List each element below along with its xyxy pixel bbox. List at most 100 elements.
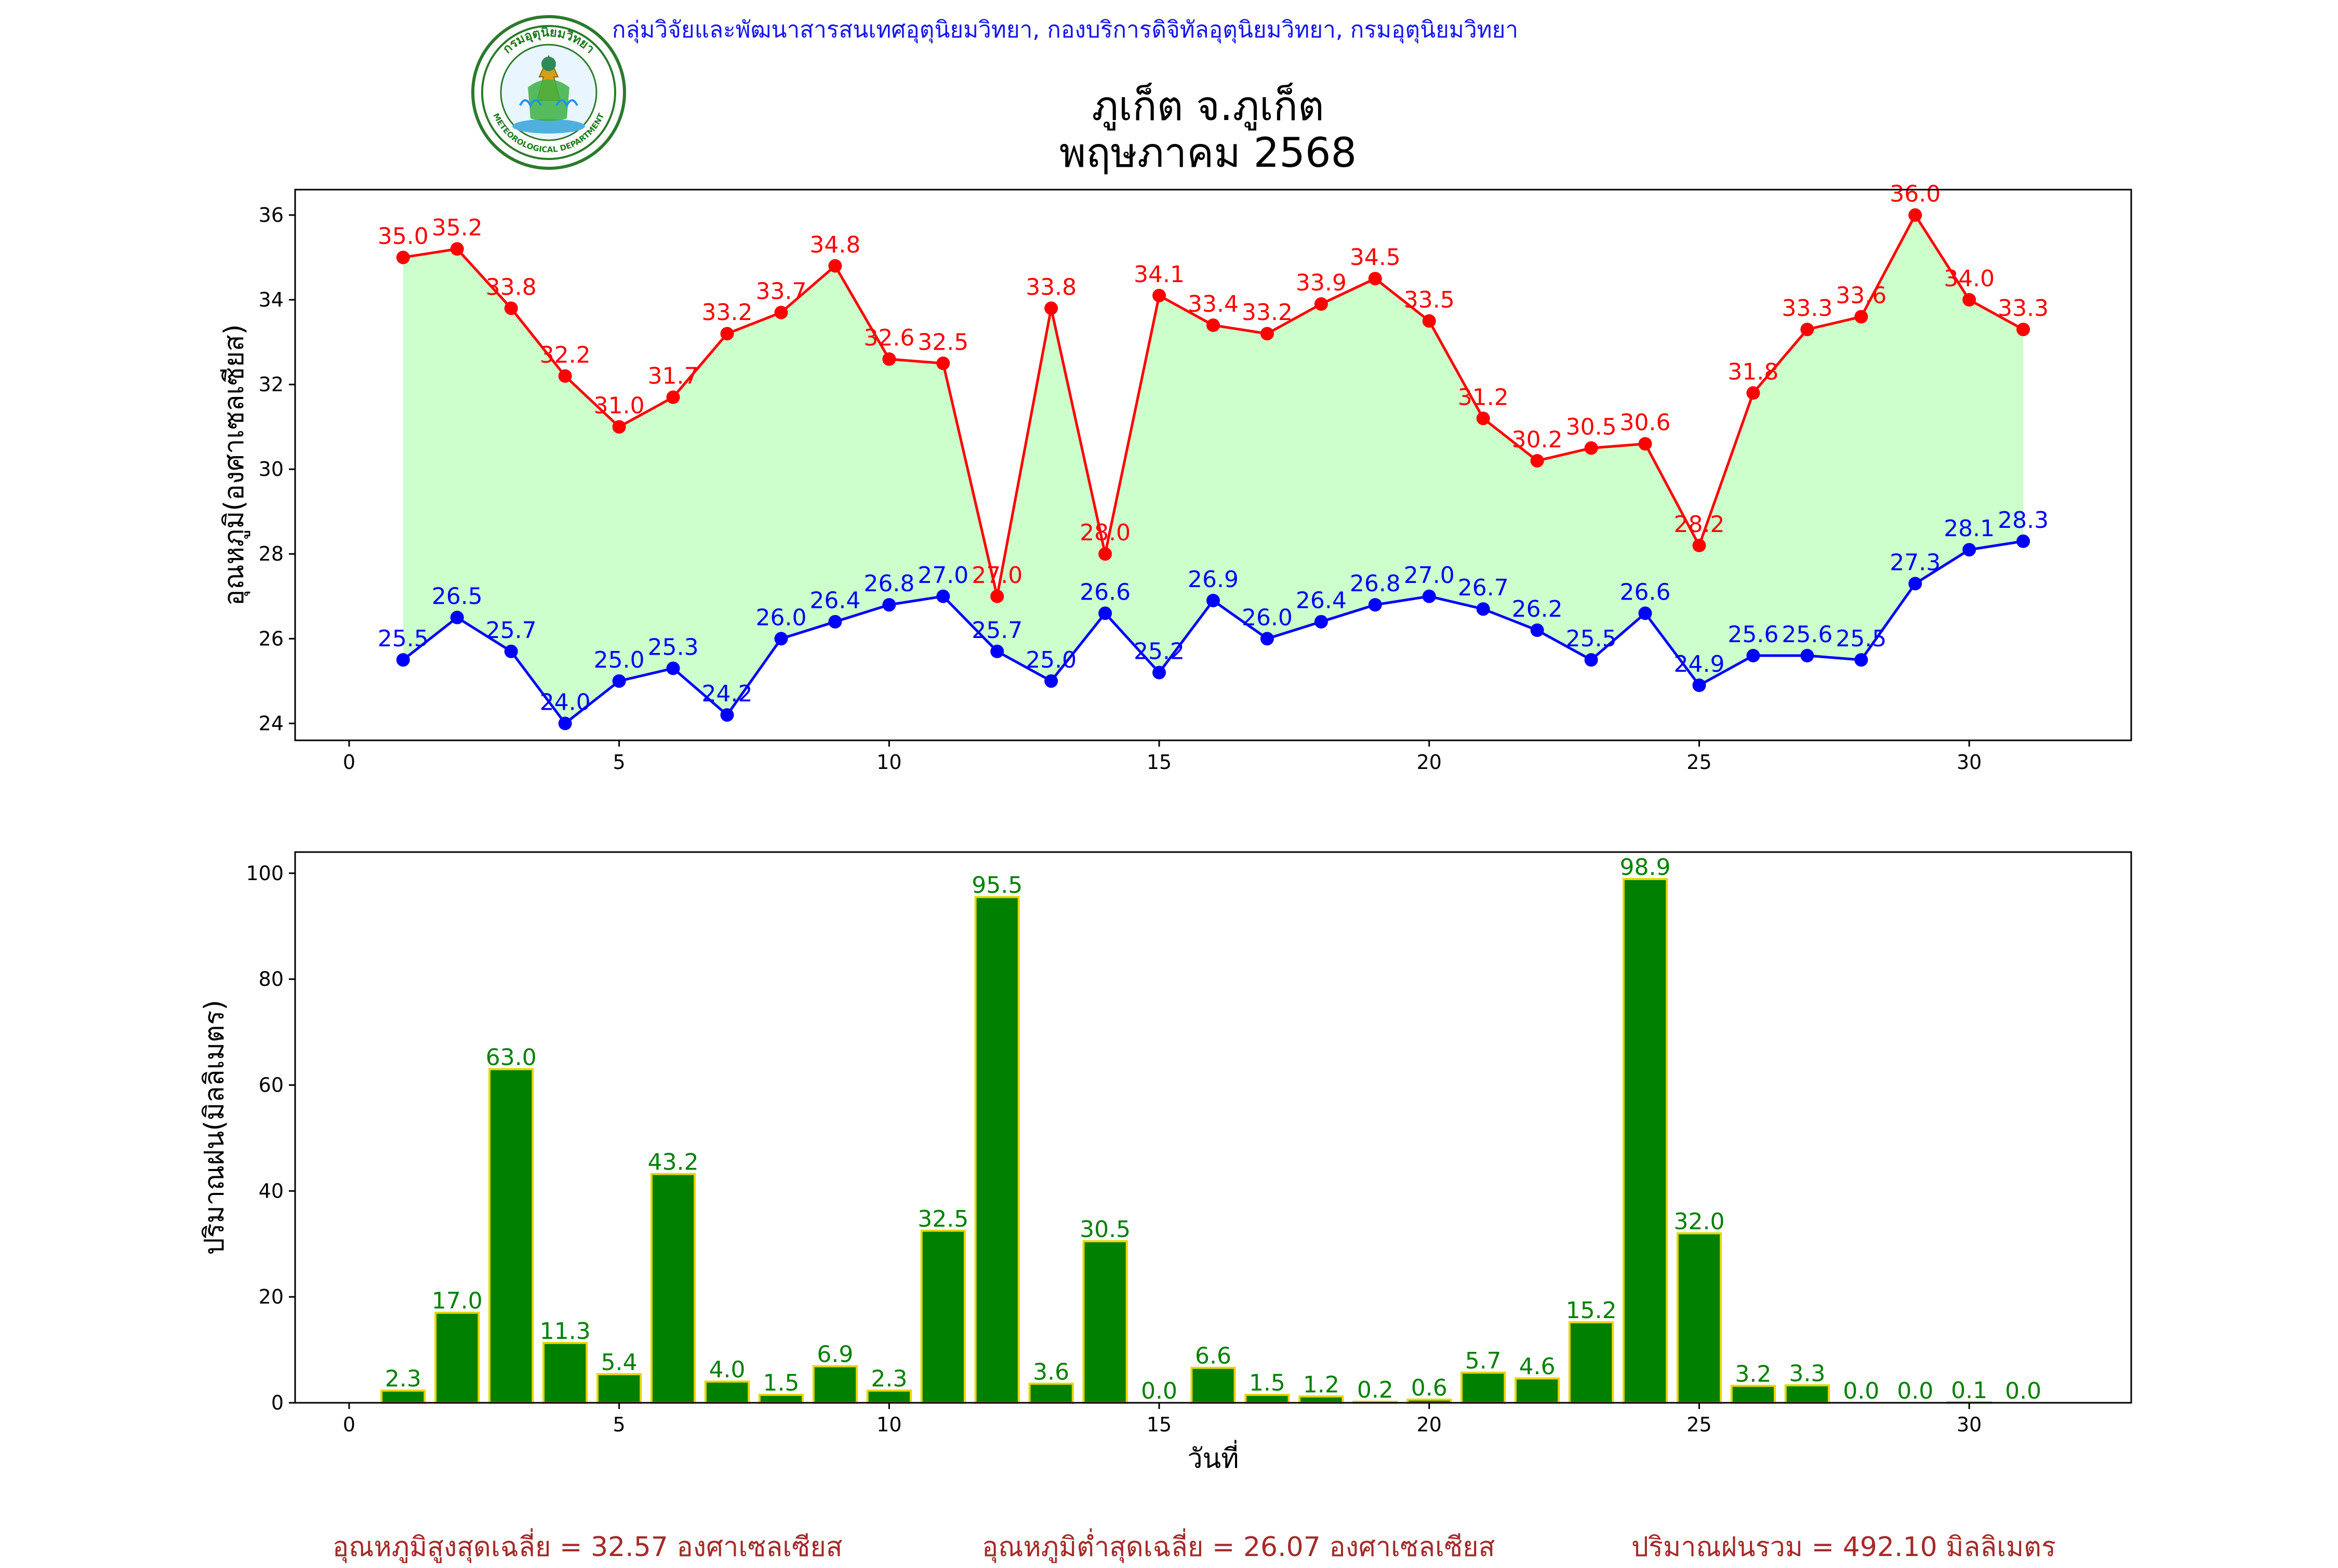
rainfall-axes: 0 20 40 60 80 100 0 5 10 15 20 25 30 [246, 862, 1982, 1436]
min-temperature-label: 25.7 [972, 617, 1022, 644]
min-temperature-point [1206, 593, 1220, 607]
max-temperature-label: 35.0 [378, 223, 429, 249]
min-temperature-label: 24.0 [540, 689, 591, 715]
y-tick-label: 100 [246, 862, 284, 885]
max-temperature-point [2016, 323, 2030, 337]
x-tick-label: 10 [876, 1413, 901, 1436]
min-temperature-label: 25.5 [378, 626, 429, 652]
rainfall-y-axis-label: ปริมาณฝน(มิลลิเมตร) [199, 1000, 230, 1255]
rainfall-bar [434, 1311, 480, 1404]
min-temperature-label: 26.6 [1620, 579, 1671, 605]
min-temperature-label: 26.5 [432, 583, 483, 610]
min-temperature-label: 25.0 [594, 647, 645, 673]
min-temperature-point [1692, 679, 1706, 692]
min-temperature-label: 26.4 [1296, 588, 1347, 614]
rainfall-bar [866, 1389, 912, 1404]
rainfall-bar [1082, 1240, 1128, 1404]
rainfall-label: 3.3 [1789, 1360, 1825, 1387]
min-temperature-label: 24.9 [1673, 651, 1724, 677]
rainfall-label: 0.0 [2005, 1378, 2041, 1404]
min-temperature-point [1638, 606, 1652, 620]
rainfall-label: 4.6 [1519, 1353, 1556, 1380]
rainfall-label: 17.0 [432, 1288, 483, 1314]
max-temperature-point [990, 589, 1004, 603]
max-temperature-label: 32.5 [918, 329, 968, 355]
min-temperature-label: 25.2 [1134, 639, 1185, 665]
max-temperature-label: 30.5 [1566, 414, 1617, 440]
min-temperature-label: 24.2 [702, 681, 753, 707]
rainfall-data-labels: 2.3 17.0 63.0 11.3 5.4 43.2 4.0 1.5 6.9 2.3 32.5 95… [385, 854, 2041, 1404]
max-temperature-label: 33.2 [1242, 299, 1293, 326]
max-temperature-label: 33.7 [755, 278, 806, 304]
rainfall-plot-frame [294, 851, 2132, 1404]
max-temperature-label: 34.5 [1350, 244, 1401, 271]
min-temperature-label: 26.4 [809, 588, 860, 614]
y-tick-label: 34 [259, 288, 284, 311]
max-temperature-point [1530, 454, 1544, 468]
max-temperature-point [882, 352, 896, 366]
max-temperature-label: 32.6 [864, 325, 914, 351]
min-temperature-label: 27.0 [1404, 562, 1455, 589]
y-tick-label: 28 [259, 542, 284, 565]
min-temperature-label: 27.0 [918, 562, 968, 589]
rainfall-label: 32.0 [1673, 1208, 1724, 1235]
min-temperature-label: 26.2 [1512, 596, 1563, 622]
temperature-data-labels: 35.0 35.233.832.231.031.733.233.734.832.6… [378, 181, 2049, 715]
max-temperature-label: 33.5 [1404, 287, 1455, 313]
rainfall-label: 30.5 [1080, 1216, 1131, 1243]
min-temperature-label: 27.3 [1890, 549, 1941, 576]
min-temperature-point [1152, 666, 1166, 680]
min-temperature-label: 26.9 [1188, 566, 1239, 593]
min-temperature-label: 25.6 [1728, 621, 1778, 648]
rainfall-label: 3.6 [1033, 1359, 1069, 1385]
min-temperature-point [2016, 534, 2030, 548]
y-tick-label: 40 [259, 1179, 284, 1202]
min-temperature-label: 25.3 [648, 634, 699, 660]
rainfall-x-axis-label: วันที่ [1187, 1440, 1239, 1474]
rainfall-bars [380, 878, 1992, 1404]
rainfall-label: 6.6 [1195, 1343, 1231, 1370]
rainfall-label: 5.4 [601, 1349, 637, 1376]
rainfall-label: 0.0 [1843, 1378, 1879, 1404]
rainfall-label: 1.2 [1303, 1372, 1339, 1398]
rainfall-bar [1460, 1371, 1506, 1404]
x-tick-label: 0 [343, 751, 355, 774]
min-temperature-label: 28.3 [1998, 507, 2049, 534]
min-temperature-point [1314, 615, 1328, 629]
max-temperature-point [936, 356, 950, 370]
min-temperature-label: 26.8 [864, 570, 914, 597]
rainfall-label: 2.3 [385, 1366, 421, 1392]
organization-header: กลุ่มวิจัยและพัฒนาสารสนเทศอุตุนิยมวิทยา,… [612, 17, 1519, 43]
rainfall-bar [1515, 1377, 1560, 1404]
rainfall-bar [1676, 1232, 1722, 1404]
max-temperature-point [1098, 547, 1112, 561]
min-temperature-point [1746, 648, 1760, 662]
max-temperature-label: 34.1 [1134, 261, 1185, 288]
min-temperature-point [990, 644, 1004, 658]
max-temperature-point [1746, 386, 1760, 400]
rainfall-bar [1784, 1384, 1830, 1404]
rainfall-bar [488, 1068, 534, 1404]
max-temperature-label: 33.8 [1026, 274, 1077, 300]
max-temperature-label: 33.8 [486, 274, 537, 300]
max-temperature-label: 33.3 [1782, 295, 1832, 322]
max-temperature-point [774, 305, 788, 320]
min-temperature-point [936, 589, 950, 603]
min-temperature-point [1800, 648, 1814, 662]
max-temperature-label: 36.0 [1890, 181, 1941, 207]
x-tick-label: 30 [1957, 1413, 1982, 1436]
min-temperature-label: 25.5 [1836, 626, 1887, 652]
x-tick-label: 15 [1147, 751, 1172, 774]
rainfall-label: 0.0 [1897, 1378, 1933, 1404]
rainfall-label: 98.9 [1620, 854, 1671, 881]
max-temperature-point [1692, 538, 1706, 552]
x-tick-label: 25 [1686, 751, 1711, 774]
max-temperature-label: 32.2 [540, 342, 591, 368]
y-tick-label: 32 [259, 373, 284, 396]
summary-bar: อุณหภูมิสูงสุดเฉลี่ย = 32.57 องศาเซลเซีย… [0, 1525, 2338, 1563]
min-temperature-point [1260, 632, 1274, 646]
y-tick-label: 26 [259, 627, 284, 650]
max-temperature-label: 27.0 [972, 562, 1022, 589]
min-temperature-point [1908, 577, 1922, 591]
